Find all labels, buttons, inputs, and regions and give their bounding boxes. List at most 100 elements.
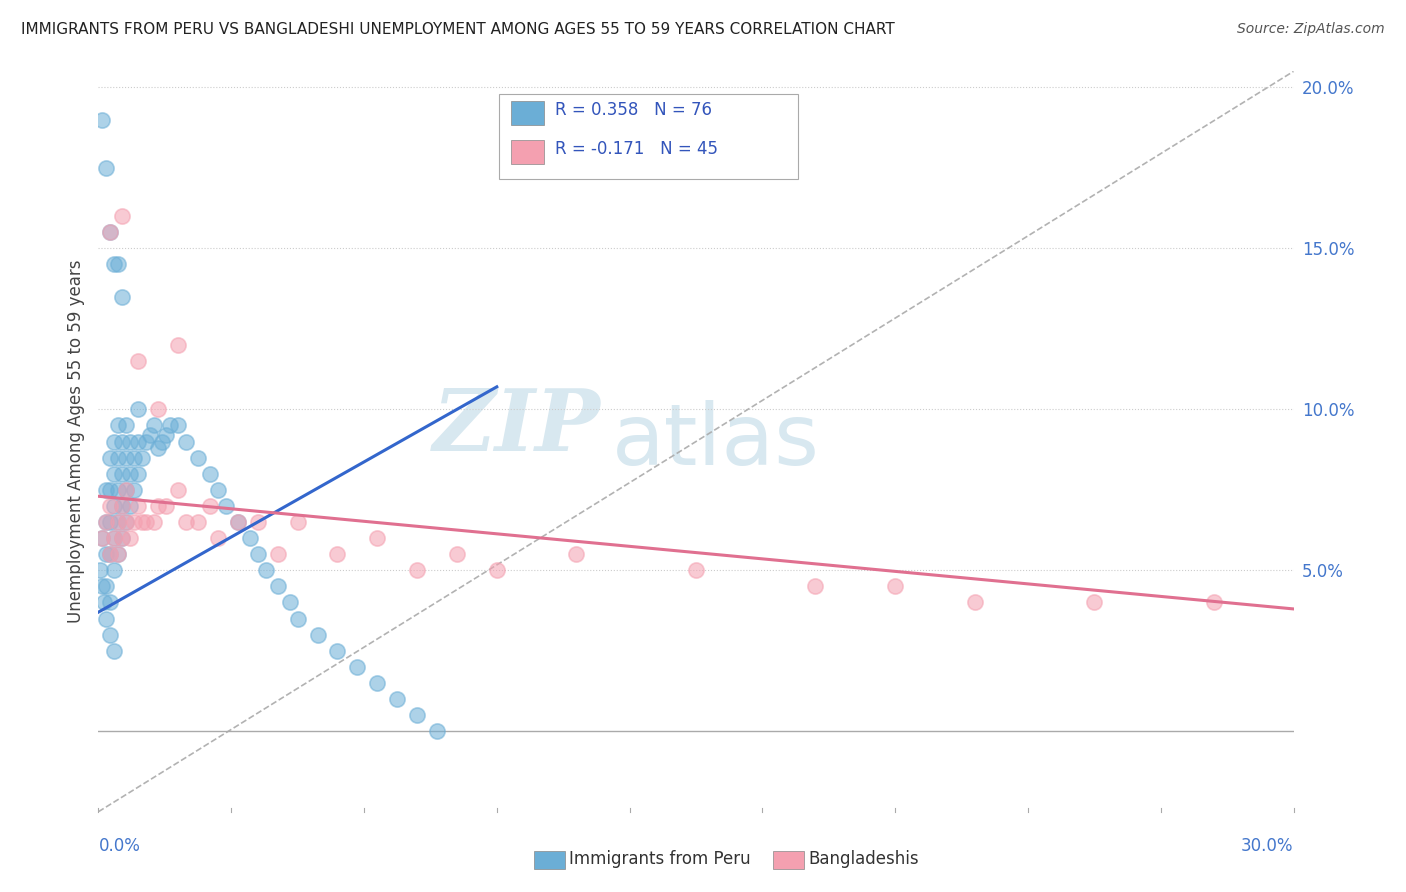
Point [111,290,134,304]
Point [143,418,166,433]
Point [198,499,221,513]
Point [115,483,138,497]
Point [148,402,170,417]
Point [174,434,197,449]
Point [246,515,269,529]
Point [267,579,290,593]
Point [91,579,114,593]
Point [267,547,290,561]
Point [226,515,249,529]
Point [685,563,707,577]
Point [98,499,122,513]
Point [111,499,134,513]
Point [115,450,138,465]
Point [406,708,429,723]
FancyBboxPatch shape [499,94,797,178]
Point [127,499,149,513]
Point [107,418,129,433]
Point [187,515,209,529]
Text: 0.0%: 0.0% [98,838,141,855]
Point [127,402,149,417]
Point [96,611,118,625]
Point [111,499,134,513]
Text: Immigrants from Peru: Immigrants from Peru [569,850,751,868]
Point [98,515,122,529]
Point [366,676,388,690]
FancyBboxPatch shape [510,101,544,125]
Point [207,483,229,497]
Point [111,531,134,545]
Point [89,563,111,577]
Point [107,483,129,497]
Point [226,515,249,529]
Point [167,418,190,433]
Point [111,531,134,545]
Point [96,161,118,175]
Point [107,515,129,529]
Point [115,418,138,433]
Point [159,418,181,433]
Point [103,563,125,577]
Point [167,338,190,352]
Point [91,531,114,545]
Point [139,428,162,442]
Point [155,499,177,513]
Point [485,563,508,577]
Point [91,531,114,545]
Point [115,515,138,529]
Text: IMMIGRANTS FROM PERU VS BANGLADESHI UNEMPLOYMENT AMONG AGES 55 TO 59 YEARS CORRE: IMMIGRANTS FROM PERU VS BANGLADESHI UNEM… [21,22,894,37]
Point [103,258,125,272]
Point [111,434,134,449]
Point [565,547,588,561]
Point [278,595,301,609]
Point [98,595,122,609]
Point [120,499,142,513]
Point [120,467,142,481]
Point [103,434,125,449]
Point [107,258,129,272]
Point [103,531,125,545]
Point [326,547,349,561]
Point [96,579,118,593]
Y-axis label: Unemployment Among Ages 55 to 59 years: Unemployment Among Ages 55 to 59 years [66,260,84,624]
Text: Bangladeshis: Bangladeshis [808,850,920,868]
Point [127,467,149,481]
Point [120,434,142,449]
Text: R = -0.171   N = 45: R = -0.171 N = 45 [555,140,718,158]
Point [287,611,309,625]
FancyBboxPatch shape [510,140,544,164]
Point [115,483,138,497]
Point [124,450,146,465]
Point [254,563,277,577]
Point [246,547,269,561]
Point [96,483,118,497]
Point [215,499,238,513]
Point [167,483,190,497]
Point [131,450,153,465]
Point [287,515,309,529]
Point [346,660,368,674]
Point [96,515,118,529]
Point [150,434,173,449]
Point [107,515,129,529]
Point [406,563,429,577]
Point [107,547,129,561]
Point [207,531,229,545]
Point [98,628,122,642]
Point [96,547,118,561]
Point [239,531,262,545]
Point [103,467,125,481]
Point [98,483,122,497]
Point [127,354,149,368]
Point [174,515,197,529]
Point [103,499,125,513]
Point [135,434,157,449]
Text: atlas: atlas [613,400,820,483]
Point [98,450,122,465]
Point [426,724,449,739]
Point [111,209,134,223]
Text: R = 0.358   N = 76: R = 0.358 N = 76 [555,101,711,119]
Point [131,515,153,529]
Point [98,547,122,561]
Point [98,225,122,239]
